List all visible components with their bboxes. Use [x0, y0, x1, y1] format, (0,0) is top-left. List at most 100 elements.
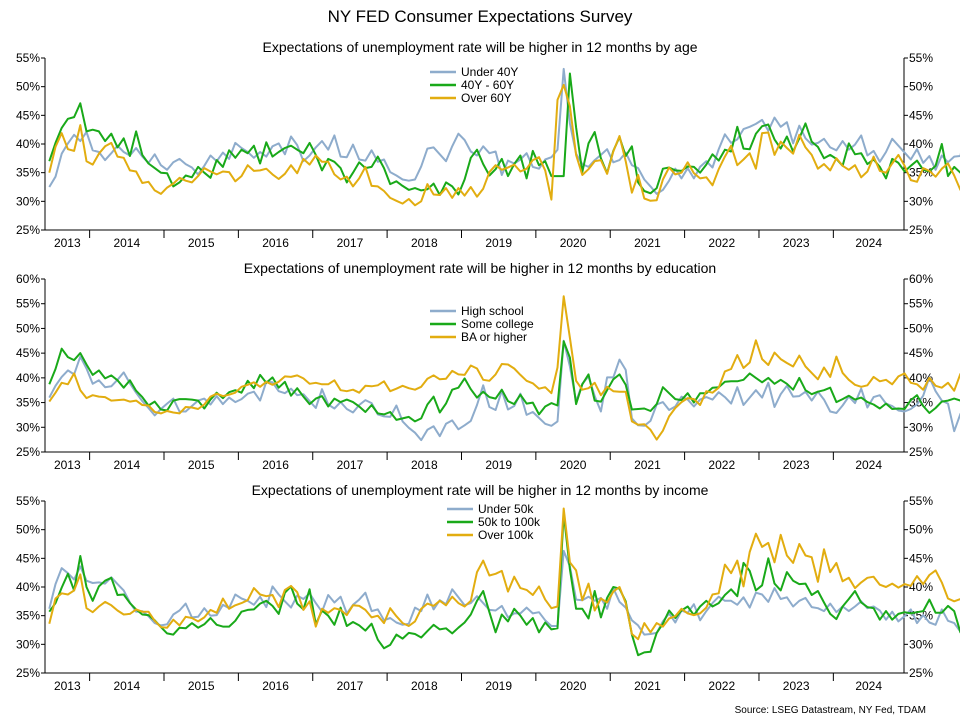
x-tick-label: 2016: [262, 236, 289, 250]
y-tick-label-right: 30%: [909, 420, 933, 434]
x-tick-label: 2016: [262, 679, 289, 693]
x-tick-label: 2013: [54, 458, 81, 472]
chart-panel-1: Expectations of unemployment rate will b…: [16, 39, 960, 250]
x-tick-label: 2023: [783, 458, 810, 472]
y-tick-label-right: 45%: [909, 108, 933, 122]
legend-label-1: Under 50k: [478, 502, 534, 516]
x-tick-label: 2024: [855, 458, 882, 472]
panel-title: Expectations of unemployment rate will b…: [252, 482, 709, 498]
y-tick-label-right: 55%: [909, 297, 933, 311]
x-tick-label: 2019: [485, 458, 512, 472]
y-tick-label-right: 50%: [909, 80, 933, 94]
y-tick-label-right: 45%: [909, 551, 933, 565]
y-tick-label-left: 25%: [16, 445, 40, 459]
y-tick-label-left: 50%: [16, 80, 40, 94]
legend-label-3: Over 60Y: [461, 91, 512, 105]
series-line-2: [48, 512, 960, 657]
y-tick-label-left: 40%: [16, 137, 40, 151]
y-tick-label-left: 30%: [16, 637, 40, 651]
legend-label-2: Some college: [461, 317, 534, 331]
chart-panel-2: Expectations of unemployment rate will b…: [16, 260, 960, 472]
x-tick-label: 2017: [337, 236, 364, 250]
y-tick-label-left: 50%: [16, 523, 40, 537]
y-tick-label-left: 60%: [16, 272, 40, 286]
y-tick-label-left: 55%: [16, 494, 40, 508]
series-line-3: [48, 83, 960, 207]
x-tick-label: 2019: [485, 236, 512, 250]
x-tick-label: 2013: [54, 236, 81, 250]
x-tick-label: 2015: [188, 679, 215, 693]
legend-label-1: Under 40Y: [461, 65, 518, 79]
x-tick-label: 2024: [855, 679, 882, 693]
x-tick-label: 2020: [560, 458, 587, 472]
x-tick-label: 2020: [560, 236, 587, 250]
y-tick-label-right: 25%: [909, 666, 933, 680]
panel-title: Expectations of unemployment rate will b…: [262, 39, 697, 55]
panel-title: Expectations of unemployment rate will b…: [244, 260, 716, 276]
y-tick-label-left: 55%: [16, 51, 40, 65]
y-tick-label-right: 25%: [909, 223, 933, 237]
y-tick-label-left: 25%: [16, 223, 40, 237]
y-tick-label-right: 40%: [909, 580, 933, 594]
series-line-3: [48, 507, 960, 641]
x-tick-label: 2016: [262, 458, 289, 472]
legend-label-1: High school: [461, 304, 524, 318]
x-tick-label: 2021: [634, 679, 661, 693]
y-tick-label-right: 25%: [909, 445, 933, 459]
x-tick-label: 2018: [411, 458, 438, 472]
y-tick-label-right: 60%: [909, 272, 933, 286]
y-tick-label-left: 50%: [16, 321, 40, 335]
y-tick-label-left: 55%: [16, 297, 40, 311]
y-tick-label-left: 35%: [16, 609, 40, 623]
y-tick-label-right: 45%: [909, 346, 933, 360]
legend-label-2: 40Y - 60Y: [461, 78, 514, 92]
x-tick-label: 2015: [188, 458, 215, 472]
y-tick-label-left: 30%: [16, 194, 40, 208]
x-tick-label: 2022: [708, 679, 735, 693]
series-line-1: [48, 549, 960, 636]
legend-label-2: 50k to 100k: [478, 515, 541, 529]
x-tick-label: 2021: [634, 236, 661, 250]
y-tick-label-right: 50%: [909, 321, 933, 335]
chart-panels: Expectations of unemployment rate will b…: [16, 39, 960, 693]
y-tick-label-left: 45%: [16, 551, 40, 565]
y-tick-label-left: 40%: [16, 580, 40, 594]
y-tick-label-left: 35%: [16, 396, 40, 410]
y-tick-label-right: 55%: [909, 51, 933, 65]
x-tick-label: 2024: [855, 236, 882, 250]
x-tick-label: 2019: [485, 679, 512, 693]
x-tick-label: 2023: [783, 236, 810, 250]
y-tick-label-left: 30%: [16, 420, 40, 434]
x-tick-label: 2022: [708, 458, 735, 472]
series-line-3: [48, 295, 960, 441]
y-tick-label-left: 40%: [16, 371, 40, 385]
source-note: Source: LSEG Datastream, NY Fed, TDAM: [735, 705, 926, 716]
x-tick-label: 2017: [337, 458, 364, 472]
x-tick-label: 2023: [783, 679, 810, 693]
y-tick-label-right: 40%: [909, 137, 933, 151]
legend-label-3: Over 100k: [478, 528, 534, 542]
x-tick-label: 2014: [113, 236, 140, 250]
x-tick-label: 2018: [411, 236, 438, 250]
x-tick-label: 2021: [634, 458, 661, 472]
x-tick-label: 2018: [411, 679, 438, 693]
x-tick-label: 2014: [113, 679, 140, 693]
main-title: NY FED Consumer Expectations Survey: [328, 7, 633, 26]
y-tick-label-right: 55%: [909, 494, 933, 508]
y-tick-label-left: 45%: [16, 108, 40, 122]
series-line-2: [48, 72, 960, 196]
x-tick-label: 2022: [708, 236, 735, 250]
y-tick-label-left: 25%: [16, 666, 40, 680]
x-tick-label: 2017: [337, 679, 364, 693]
y-tick-label-right: 30%: [909, 637, 933, 651]
chart-panel-3: Expectations of unemployment rate will b…: [16, 482, 960, 693]
x-tick-label: 2014: [113, 458, 140, 472]
series-line-2: [48, 340, 960, 423]
legend-label-3: BA or higher: [461, 330, 527, 344]
y-tick-label-right: 50%: [909, 523, 933, 537]
x-tick-label: 2015: [188, 236, 215, 250]
